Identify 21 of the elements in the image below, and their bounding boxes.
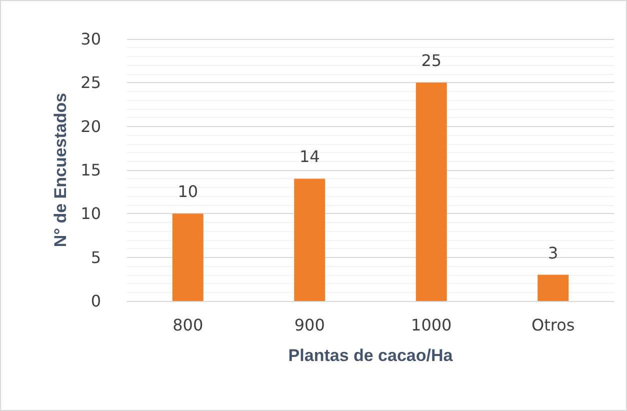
y-tick-label: 15 bbox=[80, 160, 101, 180]
x-tick-label: Otros bbox=[532, 316, 575, 334]
data-label: 14 bbox=[299, 147, 320, 166]
y-tick-label: 25 bbox=[80, 73, 101, 92]
bar bbox=[538, 274, 569, 301]
data-label: 3 bbox=[548, 243, 558, 262]
bar bbox=[294, 178, 326, 301]
y-tick-label: 30 bbox=[80, 30, 101, 48]
x-tick-label: 1000 bbox=[411, 316, 452, 334]
y-tick-label: 10 bbox=[80, 204, 101, 224]
bar bbox=[172, 214, 204, 301]
x-axis-title: Plantas de cacao/Ha bbox=[288, 346, 454, 365]
y-axis-title: N° de Encuestados bbox=[51, 92, 70, 248]
x-tick-label: 900 bbox=[294, 316, 325, 334]
bar bbox=[416, 82, 447, 301]
x-tick-label: 800 bbox=[172, 316, 204, 334]
data-label: 10 bbox=[178, 182, 198, 202]
data-label: 25 bbox=[421, 51, 442, 70]
y-tick-label: 20 bbox=[80, 116, 101, 136]
y-tick-label: 5 bbox=[90, 248, 101, 267]
y-tick-label: 0 bbox=[90, 292, 101, 310]
